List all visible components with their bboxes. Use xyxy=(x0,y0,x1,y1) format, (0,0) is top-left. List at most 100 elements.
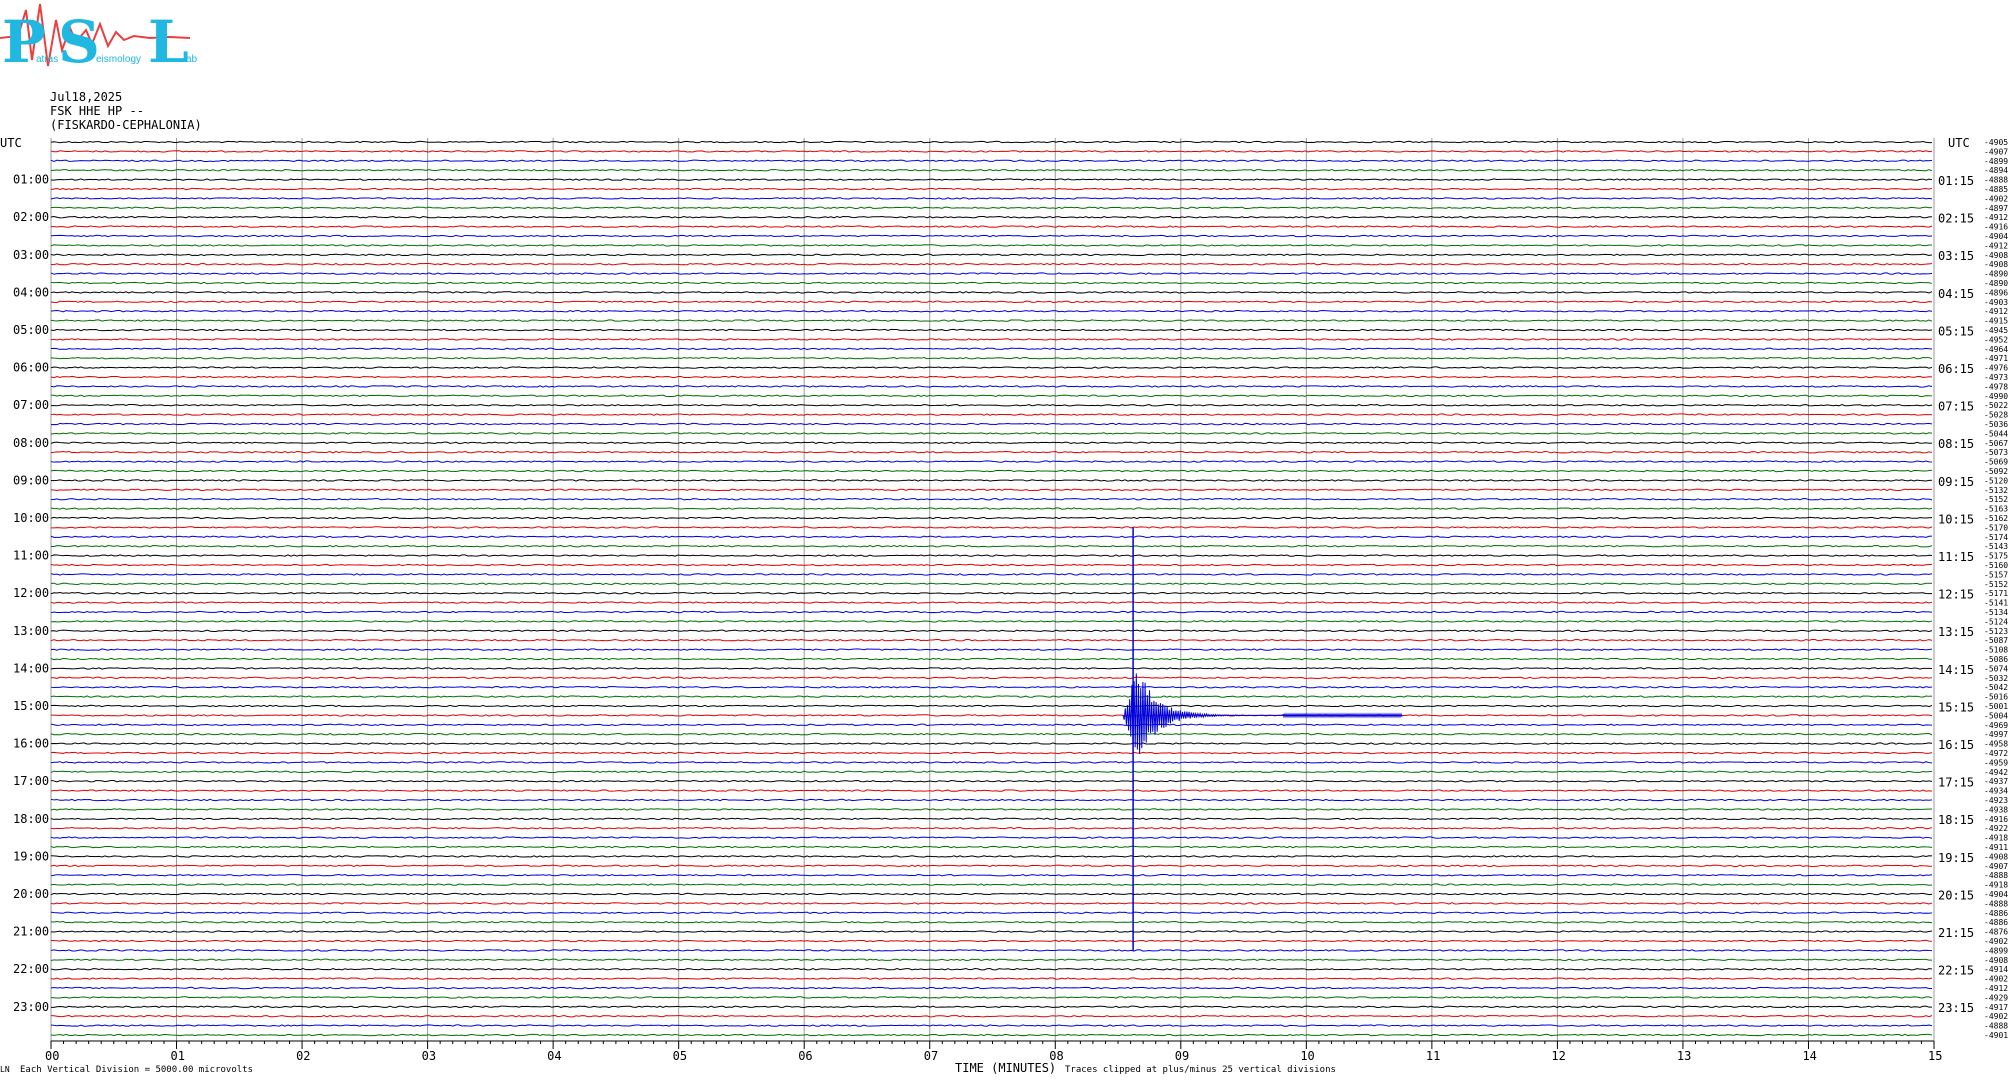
trace-row xyxy=(50,338,1933,341)
trace-row xyxy=(50,385,1933,388)
row-value-label: -4911 xyxy=(1984,843,2008,852)
right-hour-label: 23:15 xyxy=(1938,1001,1974,1015)
right-hour-label: 16:15 xyxy=(1938,738,1974,752)
row-value-label: -4972 xyxy=(1984,749,2008,758)
trace-row xyxy=(50,817,1933,821)
row-value-label: -5175 xyxy=(1984,552,2008,561)
row-value-label: -4888 xyxy=(1984,871,2008,880)
trace-row xyxy=(50,347,1933,351)
left-hour-label: 08:00 xyxy=(13,436,49,450)
trace-row xyxy=(50,140,1933,144)
trace-row xyxy=(50,272,1933,275)
left-hour-label: 22:00 xyxy=(13,962,49,976)
right-hour-label: 13:15 xyxy=(1938,625,1974,639)
row-value-label: -4896 xyxy=(1984,288,2008,297)
trace-row xyxy=(50,234,1933,238)
trace-row xyxy=(50,685,1933,689)
trace-row xyxy=(50,845,1933,849)
trace-row xyxy=(50,356,1933,360)
x-tick-label: 07 xyxy=(924,1049,938,1063)
x-tick-label: 00 xyxy=(45,1049,59,1063)
trace-row xyxy=(50,507,1933,510)
trace-row xyxy=(50,657,1933,661)
trace-row xyxy=(50,808,1933,811)
corner-mark: LN xyxy=(0,1065,10,1074)
chart-event-trace xyxy=(1122,527,1403,951)
trace-row xyxy=(50,986,1933,990)
right-hour-label: 15:15 xyxy=(1938,700,1974,714)
trace-row xyxy=(50,535,1933,539)
row-value-label: -4978 xyxy=(1984,382,2008,391)
right-hour-label: 08:15 xyxy=(1938,437,1974,451)
row-value-label: -5152 xyxy=(1984,580,2008,589)
row-value-label: -4916 xyxy=(1984,815,2008,824)
trace-row xyxy=(50,911,1933,915)
trace-row xyxy=(50,667,1933,670)
x-tick-label: 13 xyxy=(1677,1049,1691,1063)
left-hour-label: 17:00 xyxy=(13,774,49,788)
x-tick-label: 02 xyxy=(296,1049,310,1063)
left-hour-label: 16:00 xyxy=(13,737,49,751)
trace-row xyxy=(50,883,1933,886)
trace-row xyxy=(50,638,1933,642)
row-value-label: -4888 xyxy=(1984,1022,2008,1031)
header-date: Jul18,2025 xyxy=(50,90,123,104)
row-value-label: -4894 xyxy=(1984,166,2008,175)
trace-row xyxy=(50,516,1933,520)
chart-labels: 00 01 02 03 04 05 06 07 08 09 10 11 12 13 14 15 01:00 02:… xyxy=(13,138,2008,1063)
row-value-label: -4899 xyxy=(1984,157,2008,166)
trace-row xyxy=(50,601,1933,604)
trace-row xyxy=(50,836,1933,839)
row-value-label: -5073 xyxy=(1984,448,2008,457)
trace-row xyxy=(50,620,1933,623)
row-value-label: -5152 xyxy=(1984,495,2008,504)
row-value-label: -5004 xyxy=(1984,711,2008,720)
trace-row xyxy=(51,403,1933,407)
row-value-label: -5074 xyxy=(1984,664,2008,673)
left-hour-label: 23:00 xyxy=(13,1000,49,1014)
right-hour-label: 11:15 xyxy=(1938,550,1974,564)
row-value-label: -4929 xyxy=(1984,993,2008,1002)
trace-row xyxy=(50,864,1932,868)
trace-row xyxy=(50,996,1933,999)
row-value-label: -5162 xyxy=(1984,514,2008,523)
row-value-label: -4902 xyxy=(1984,975,2008,984)
left-hour-label: 19:00 xyxy=(13,849,49,863)
trace-row xyxy=(50,262,1933,266)
left-hour-label: 12:00 xyxy=(13,586,49,600)
trace-row xyxy=(50,497,1933,501)
row-value-label: -4886 xyxy=(1984,918,2008,927)
right-hour-label: 19:15 xyxy=(1938,851,1974,865)
x-tick-label: 14 xyxy=(1802,1049,1816,1063)
row-value-label: -4916 xyxy=(1984,223,2008,232)
right-hour-label: 22:15 xyxy=(1938,964,1974,978)
row-value-label: -5124 xyxy=(1984,617,2008,626)
row-value-label: -4908 xyxy=(1984,260,2008,269)
row-value-label: -5157 xyxy=(1984,570,2008,579)
left-hour-label: 13:00 xyxy=(13,624,49,638)
row-value-label: -4990 xyxy=(1984,392,2008,401)
row-value-label: -4934 xyxy=(1984,787,2008,796)
left-hour-label: 01:00 xyxy=(13,173,49,187)
trace-row xyxy=(50,319,1933,322)
left-hour-label: 06:00 xyxy=(13,361,49,375)
row-value-label: -5123 xyxy=(1984,627,2008,636)
trace-row xyxy=(50,1033,1933,1037)
x-tick-label: 11 xyxy=(1426,1049,1440,1063)
left-hour-label: 05:00 xyxy=(13,323,49,337)
row-value-label: -4958 xyxy=(1984,740,2008,749)
row-value-label: -4890 xyxy=(1984,270,2008,279)
trace-row xyxy=(50,939,1933,943)
trace-row xyxy=(50,244,1933,247)
row-value-label: -4918 xyxy=(1984,881,2008,890)
row-value-label: -4912 xyxy=(1984,307,2008,316)
x-tick-label: 06 xyxy=(798,1049,812,1063)
trace-row xyxy=(50,281,1933,285)
row-value-label: -5032 xyxy=(1984,674,2008,683)
trace-row xyxy=(50,751,1933,755)
trace-row xyxy=(50,1014,1933,1018)
row-value-label: -4952 xyxy=(1984,335,2008,344)
trace-row xyxy=(50,187,1933,191)
trace-row xyxy=(50,977,1933,980)
row-value-label: -4912 xyxy=(1984,213,2008,222)
